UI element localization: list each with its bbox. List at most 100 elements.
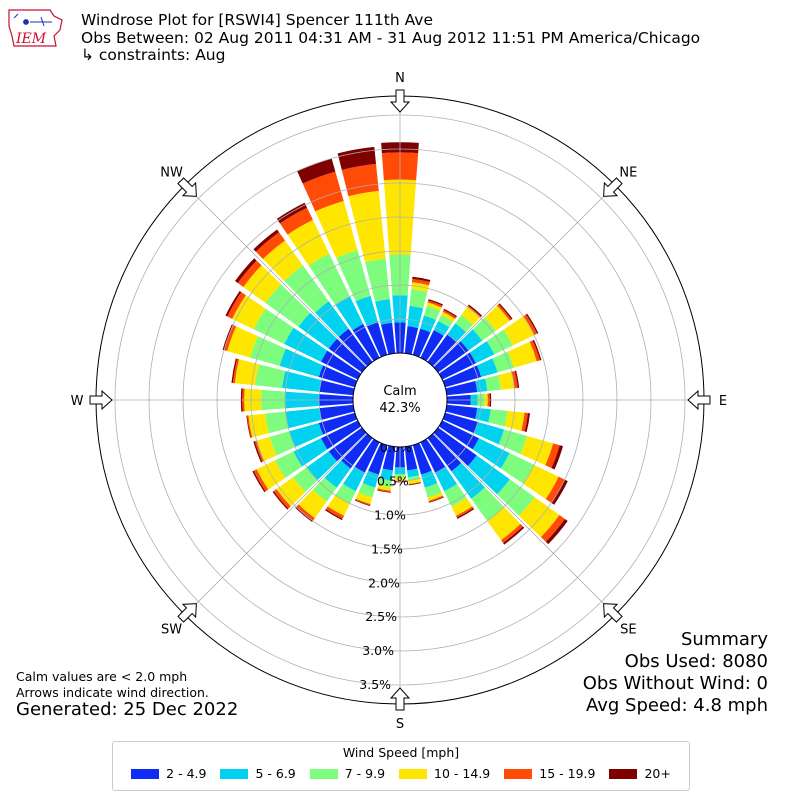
bar-segment-240-5 [252, 470, 266, 493]
bar-segment-170-0 [404, 445, 418, 471]
bar-segment-80-5 [514, 370, 520, 389]
bar-segment-60-1 [469, 341, 495, 364]
bar-segment-280-1 [282, 370, 322, 392]
bar-segment-210-3 [327, 495, 350, 516]
compass-label-S: S [396, 717, 404, 732]
bar-segment-230-4 [273, 489, 291, 509]
bar-segment-330-1 [335, 296, 364, 331]
bar-segment-120-4 [545, 476, 565, 503]
bar-segment-140-2 [471, 487, 504, 521]
legend-label: 7 - 9.9 [344, 766, 386, 781]
bar-segment-260-2 [265, 411, 289, 434]
bar-segment-280-4 [232, 358, 240, 384]
weather-icons [13, 13, 52, 27]
direction-arrow-icon [177, 177, 197, 197]
bar-segment-50-1 [460, 329, 483, 351]
bar-segment-70-2 [492, 351, 514, 373]
bar-segment-260-3 [248, 413, 269, 438]
bar-segment-120-3 [523, 464, 559, 500]
compass-label-W: W [71, 394, 84, 409]
bar-segment-350-0 [380, 322, 396, 355]
bar-segment-40-0 [427, 334, 457, 367]
radial-tick-label: 3.0% [362, 643, 394, 658]
bar-segment-110-0 [442, 412, 478, 434]
bar-segment-340-1 [355, 295, 378, 327]
legend-label: 15 - 19.9 [539, 766, 596, 781]
bar-segment-320-2 [284, 265, 329, 313]
bar-segment-160-5 [428, 496, 444, 503]
compass-label-E: E [719, 394, 727, 409]
legend-item: 5 - 6.9 [220, 766, 296, 781]
arrow-note: Arrows indicate wind direction. [16, 685, 209, 700]
bar-segment-120-1 [472, 438, 510, 469]
bar-segment-30-5 [443, 308, 457, 318]
bar-segment-150-2 [444, 483, 467, 507]
bar-segment-130-5 [545, 518, 568, 545]
bar-segment-330-2 [308, 253, 350, 305]
bar-segment-80-0 [445, 380, 478, 396]
bar-segment-130-0 [433, 427, 477, 466]
bar-segment-60-0 [438, 352, 476, 380]
bar-segment-20-3 [426, 302, 442, 311]
radial-tick-label: 0.5% [377, 474, 409, 489]
bar-segment-200-3 [355, 492, 373, 505]
bar-segment-130-1 [467, 455, 510, 495]
bar-segment-290-2 [250, 336, 286, 366]
bar-segment-80-1 [475, 378, 488, 393]
legend-swatch [504, 768, 533, 779]
bar-segment-170-3 [408, 478, 421, 484]
bar-segment-150-5 [456, 508, 475, 519]
radial-tick-label: 1.0% [374, 508, 406, 523]
bar-segment-200-1 [362, 470, 379, 488]
legend-items: 2 - 4.9 5 - 6.9 7 - 9.9 10 - 14.9 15 - 19.9 2… [113, 766, 689, 781]
bar-segment-290-3 [227, 326, 258, 358]
bar-segment-70-0 [442, 365, 482, 388]
bar-segment-210-0 [354, 438, 380, 473]
bar-segment-160-2 [424, 483, 442, 498]
bar-segment-320-4 [255, 232, 285, 260]
calm-circle [352, 352, 448, 448]
grid-ring [318, 318, 482, 482]
bar-segment-100-4 [521, 412, 528, 432]
radial-tick-label: 3.5% [359, 677, 391, 692]
bar-segment-150-4 [455, 506, 474, 518]
bar-segment-50-0 [433, 341, 469, 373]
bar-segment-350-1 [375, 299, 393, 325]
constraints-label: ↳ constraints: Aug [81, 46, 226, 64]
bar-segment-20-5 [428, 299, 443, 306]
bar-segment-140-1 [451, 462, 485, 499]
bar-segment-30-2 [438, 314, 454, 328]
bar-segment-220-4 [296, 504, 315, 521]
bar-segment-70-1 [476, 358, 498, 378]
bar-segment-80-3 [498, 371, 515, 390]
bar-segment-340-3 [315, 201, 358, 258]
bar-segment-190-3 [377, 485, 392, 491]
direction-arrow-icon [89, 389, 113, 411]
legend-item: 2 - 4.9 [131, 766, 206, 781]
bar-segment-60-3 [503, 316, 535, 346]
direction-arrow-icon [603, 177, 623, 197]
bar-segment-330-0 [352, 324, 380, 362]
bar-segment-40-3 [461, 306, 481, 325]
bar-segment-280-0 [319, 380, 355, 396]
bar-segment-120-2 [500, 453, 535, 484]
bar-segment-30-4 [442, 309, 457, 319]
bar-segment-320-5 [253, 229, 280, 252]
grid-ring [250, 250, 550, 550]
bar-segment-350-5 [337, 146, 377, 170]
bar-segment-30-3 [441, 311, 456, 322]
radial-tick-label: 2.0% [368, 575, 400, 590]
bar-segment-10-5 [412, 276, 431, 282]
compass-label-NE: NE [619, 166, 637, 181]
calm-value: 42.3% [379, 401, 420, 416]
bar-segment-70-3 [507, 341, 537, 368]
grid-ring [284, 284, 516, 516]
bar-segment-110-4 [545, 443, 560, 469]
bar-segment-140-5 [503, 526, 525, 545]
bar-segment-110-2 [498, 429, 528, 455]
bar-segment-10-2 [409, 288, 428, 309]
bar-segment-280-2 [255, 364, 286, 389]
bar-segment-110-5 [551, 445, 563, 470]
bar-segment-80-2 [485, 375, 501, 392]
legend-item: 15 - 19.9 [504, 766, 595, 781]
